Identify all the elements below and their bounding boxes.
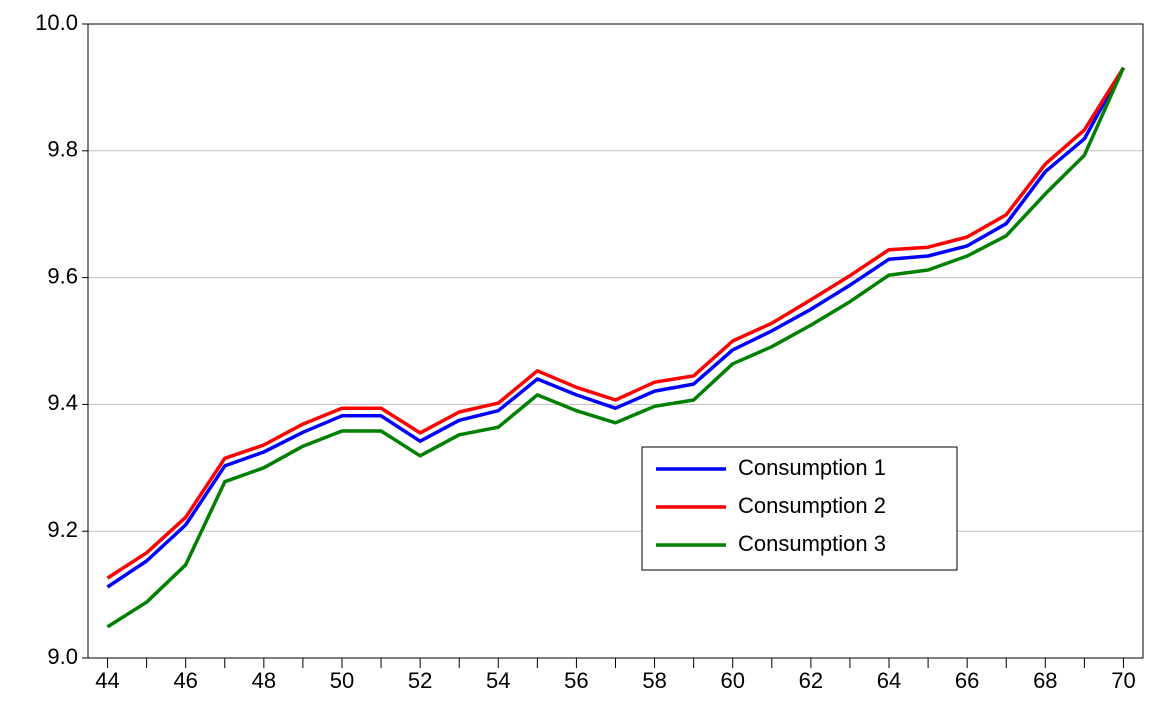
x-tick-label: 48 [252,668,276,693]
x-tick-label: 46 [173,668,197,693]
y-tick-label: 9.2 [47,517,78,542]
x-tick-label: 58 [642,668,666,693]
series-line [106,66,1125,580]
x-tick-label: 56 [564,668,588,693]
x-tick-label: 52 [408,668,432,693]
y-tick-label: 9.8 [47,137,78,162]
plot-frame [87,23,1144,659]
x-tick-label: 64 [877,668,901,693]
series-line [106,66,1126,629]
x-tick-label: 70 [1111,668,1135,693]
x-tick-label: 66 [955,668,979,693]
y-tick-label: 9.6 [47,263,78,288]
x-tick-label: 44 [95,668,119,693]
y-tick-label: 9.0 [47,644,78,669]
y-tick-label: 10.0 [35,10,78,35]
legend: Consumption 1 Consumption 2 Consumption 3 [641,446,958,571]
x-tick-label: 54 [486,668,510,693]
x-tick-label: 68 [1033,668,1057,693]
x-tick-label: 62 [799,668,823,693]
legend-label: Consumption 2 [738,493,886,518]
y-tick-label: 9.4 [47,390,78,415]
legend-label: Consumption 1 [738,455,886,480]
legend-label: Consumption 3 [738,531,886,556]
x-tick-label: 60 [720,668,744,693]
series-line [106,66,1126,589]
x-tick-label: 50 [330,668,354,693]
